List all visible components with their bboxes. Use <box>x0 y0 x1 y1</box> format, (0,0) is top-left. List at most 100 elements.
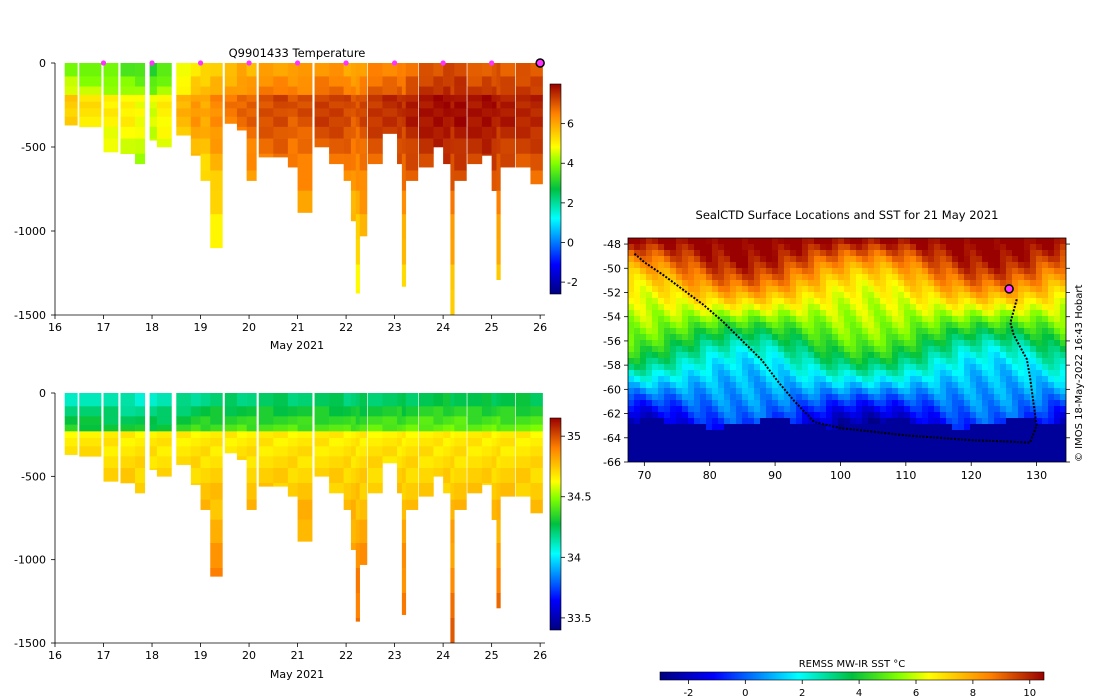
sst-cell <box>868 292 875 299</box>
salinity-cell <box>467 456 483 469</box>
temperature-cell <box>246 101 257 109</box>
sst-cell <box>994 382 1001 389</box>
sst-cell <box>844 436 851 443</box>
sst-cell <box>934 280 941 287</box>
sst-cell <box>976 322 983 329</box>
sst-cell <box>652 454 659 461</box>
sst-cell <box>862 364 869 371</box>
sst-cell <box>916 448 923 455</box>
salinity-cell <box>329 468 344 484</box>
temperature-cell <box>200 76 211 87</box>
sst-cell <box>772 448 779 455</box>
sst-cell <box>904 352 911 359</box>
salinity-cell <box>64 416 78 425</box>
sst-cell <box>748 304 755 311</box>
salinity-cell <box>454 406 467 417</box>
sst-cell <box>826 268 833 275</box>
sst-cell <box>910 250 917 257</box>
sst-cell <box>754 328 761 335</box>
temperature-cell <box>273 153 289 158</box>
sst-cell <box>922 268 929 275</box>
sst-cell <box>1012 460 1019 462</box>
sst-cell <box>976 274 983 281</box>
temperature-cell <box>149 86 158 96</box>
salinity-cell <box>190 424 201 432</box>
sst-cell <box>628 304 635 311</box>
salinity-cell <box>79 416 102 425</box>
temperature-cell <box>454 94 467 102</box>
sst-cell <box>856 412 863 419</box>
sst-cell <box>856 268 863 275</box>
sst-cell <box>982 340 989 347</box>
sst-cell <box>844 412 851 419</box>
temperature-cell <box>297 101 313 109</box>
salinity-cell <box>500 431 516 439</box>
temperature-cell <box>450 214 455 240</box>
sst-cell <box>940 364 947 371</box>
salinity-cell <box>481 483 492 485</box>
sst-cell <box>1006 460 1013 462</box>
sst-cell <box>742 316 749 323</box>
sst-cell <box>976 448 983 455</box>
sst-cell <box>922 328 929 335</box>
sst-cell <box>832 394 839 401</box>
sst-cell <box>628 364 635 371</box>
sst-cell <box>652 244 659 251</box>
sst-cell <box>646 250 653 257</box>
lat-tick-label: -66 <box>603 456 621 469</box>
sst-cell <box>748 412 755 419</box>
sst-cell <box>778 256 785 263</box>
temperature-cell <box>418 126 434 139</box>
sst-cell <box>760 442 767 449</box>
sst-cell <box>1006 340 1013 347</box>
sst-cell <box>922 262 929 269</box>
sst-cell <box>844 406 851 413</box>
sst-cell <box>718 310 725 317</box>
sst-cell <box>862 340 869 347</box>
sst-cell <box>994 358 1001 365</box>
salinity-cell <box>210 468 223 484</box>
temperature-cell <box>500 86 516 96</box>
sst-cell <box>670 340 677 347</box>
salinity-cell <box>258 416 274 425</box>
temperature-cell <box>515 86 531 96</box>
sst-cell <box>676 238 683 245</box>
sst-cell <box>634 394 641 401</box>
salinity-cell <box>350 424 357 432</box>
sst-cell <box>1048 376 1055 383</box>
sst-cell <box>880 460 887 462</box>
temperature-cell <box>405 138 419 155</box>
sst-cell <box>844 394 851 401</box>
sst-cell <box>1000 364 1007 371</box>
sst-cell <box>784 250 791 257</box>
sst-cell <box>832 430 839 437</box>
salinity-cell <box>405 499 419 510</box>
sst-cell <box>922 424 929 431</box>
sst-cell <box>742 256 749 263</box>
colorbar-tick-label: -2 <box>567 276 578 289</box>
sst-cell <box>754 448 761 455</box>
sst-cell <box>766 292 773 299</box>
temperature-cell <box>500 94 516 102</box>
sst-cell <box>910 304 917 311</box>
sst-cell <box>892 388 899 395</box>
salinity-cell <box>273 416 289 425</box>
sst-cell <box>1018 256 1025 263</box>
salinity-cell <box>210 406 223 417</box>
temperature-cell <box>273 94 289 102</box>
sst-cell <box>694 430 701 437</box>
sst-cell <box>664 334 671 341</box>
temperature-cell <box>329 86 344 96</box>
sst-cell <box>694 424 701 431</box>
salinity-cell <box>236 406 247 417</box>
sst-cell <box>898 436 905 443</box>
sst-cell <box>682 274 689 281</box>
temperature-cell <box>467 116 483 128</box>
temperature-cell <box>350 126 357 139</box>
sst-cell <box>730 310 737 317</box>
sst-cell <box>904 400 911 407</box>
sst-cell <box>982 292 989 299</box>
sst-cell <box>1042 376 1049 383</box>
sst-cell <box>646 400 653 407</box>
sst-cell <box>676 442 683 449</box>
